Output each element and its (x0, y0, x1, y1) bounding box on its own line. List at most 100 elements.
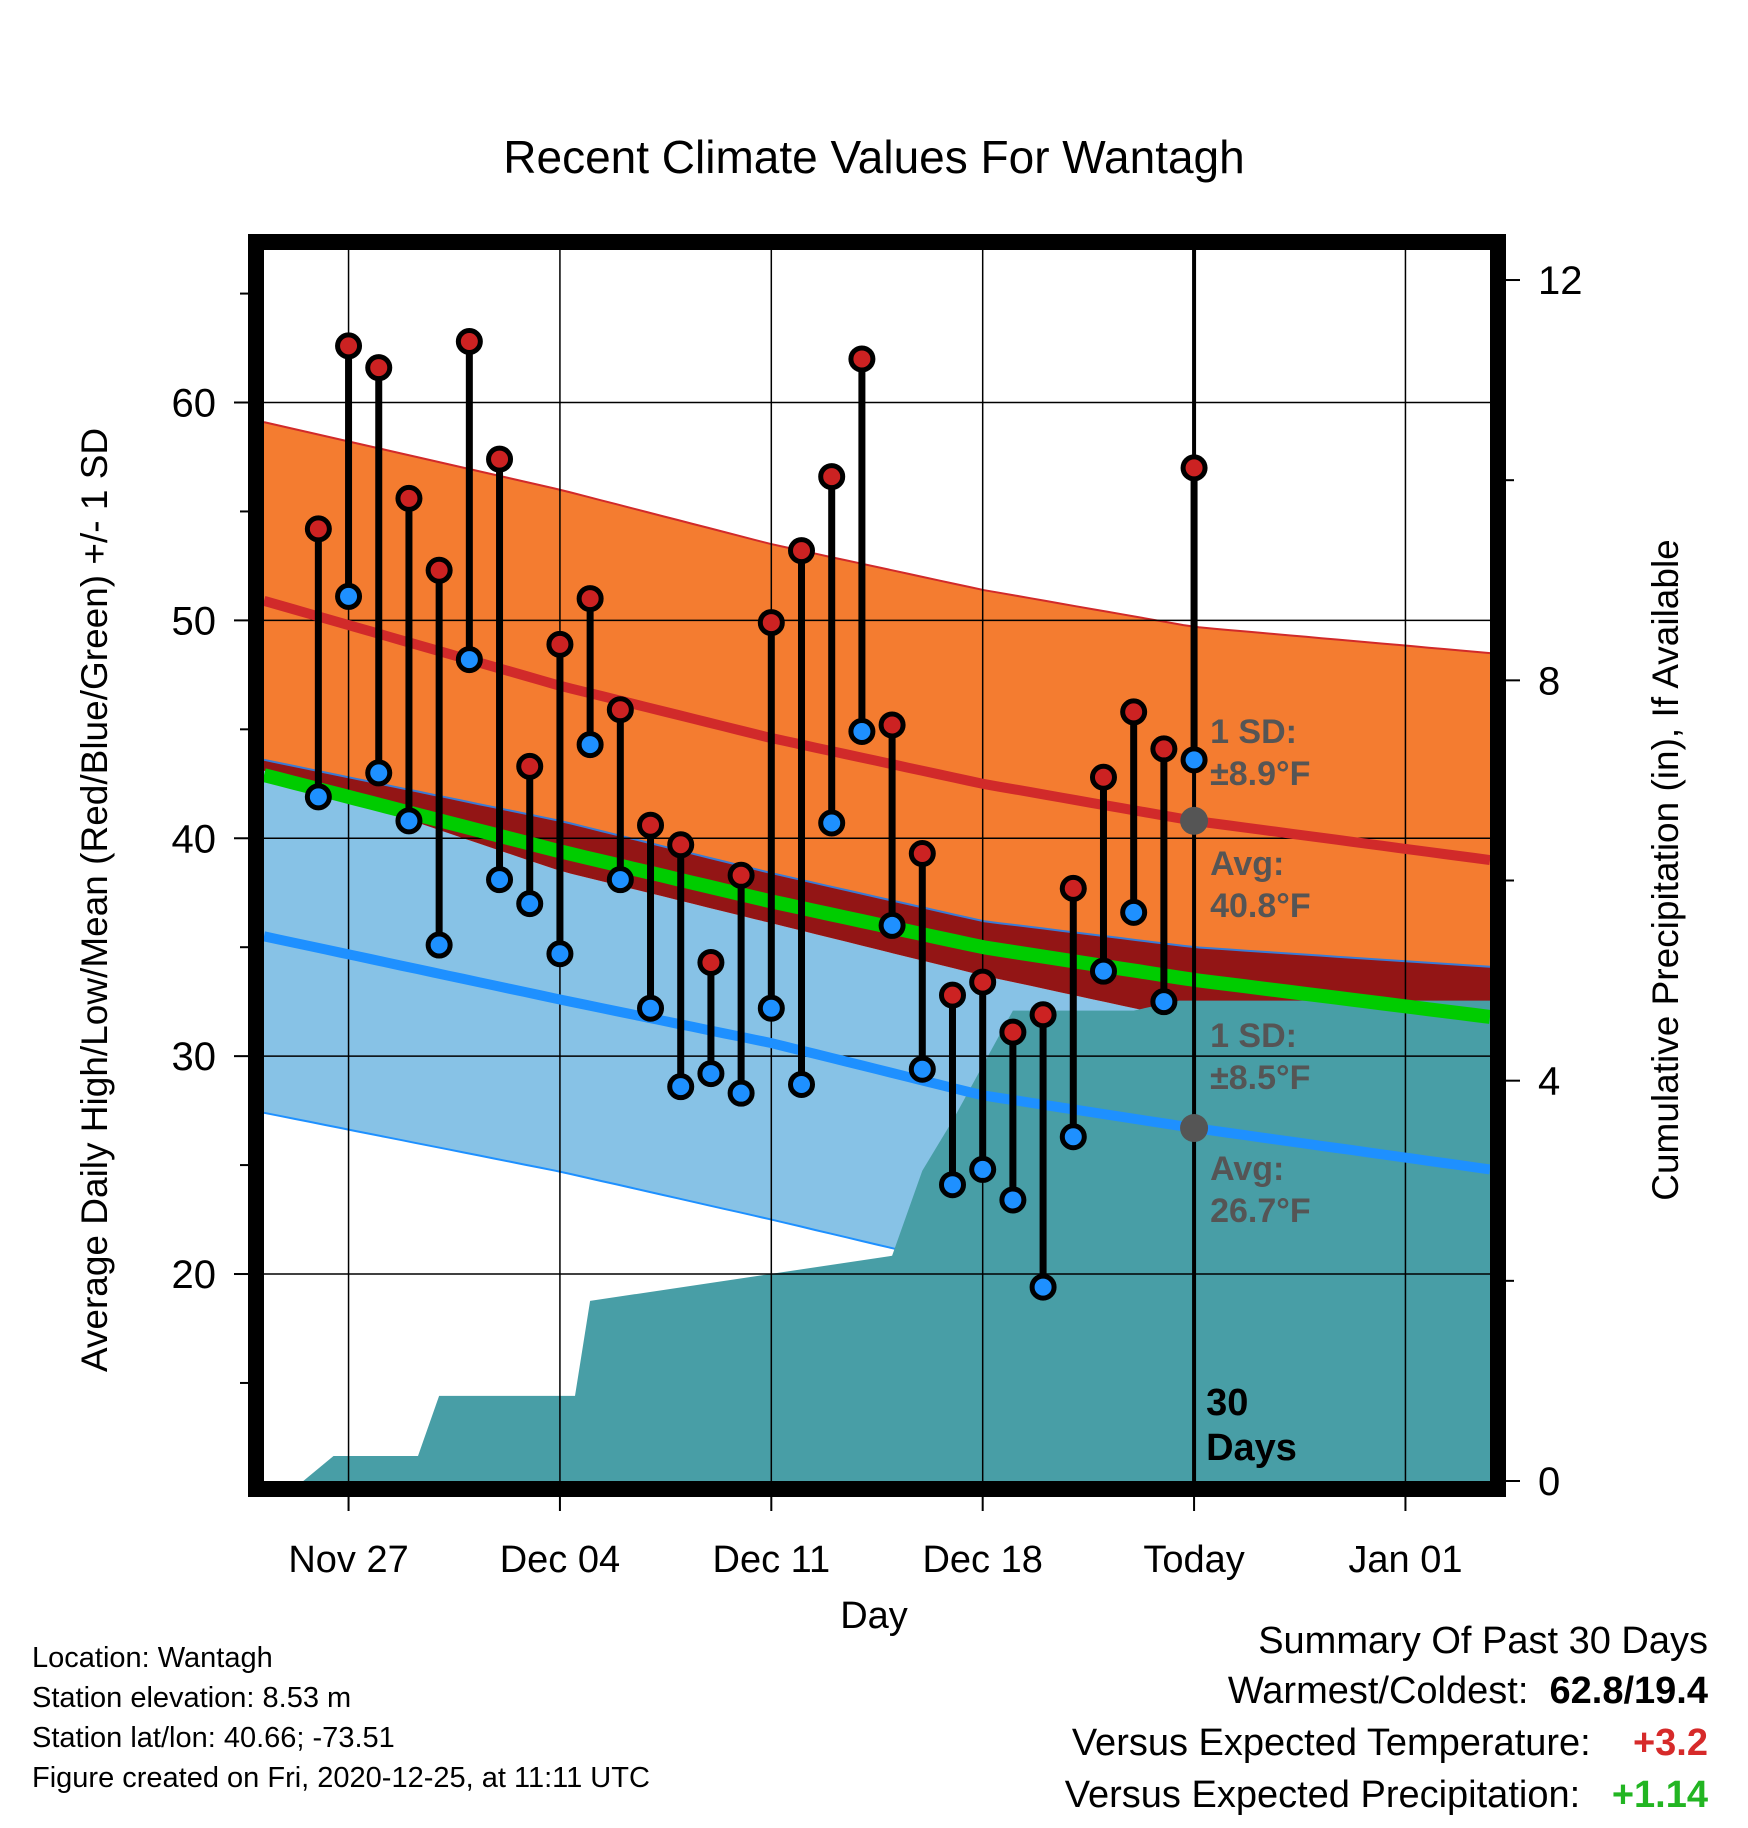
high-point (637, 811, 665, 839)
low-point (757, 994, 785, 1022)
low-point (818, 809, 846, 837)
low-point (1089, 957, 1117, 985)
high-point (969, 968, 997, 996)
y-tick-label: 20 (172, 1253, 217, 1297)
low-point (697, 1060, 725, 1088)
high-point (697, 948, 725, 976)
info-latlon: Station lat/lon: 40.66; -73.51 (32, 1722, 395, 1754)
high-point (546, 630, 574, 658)
high-point (395, 484, 423, 512)
high-point (667, 831, 695, 859)
low-point (727, 1079, 755, 1107)
x-tick-label: Dec 11 (713, 1539, 831, 1581)
high-point (757, 609, 785, 637)
high-point (1150, 735, 1178, 763)
low-point (365, 759, 393, 787)
y-tick-label: 40 (172, 817, 217, 861)
low-point (1150, 988, 1178, 1016)
high-point (1089, 763, 1117, 791)
low-avg-line (262, 931, 1491, 1175)
high-point (425, 556, 453, 584)
high-sd-value: ±8.9°F (1210, 755, 1310, 793)
y-tick-label: 50 (172, 599, 217, 643)
high-point (304, 515, 332, 543)
y2-tick-label: 4 (1538, 1060, 1560, 1104)
today-count-label: 30 (1206, 1382, 1248, 1424)
y-axis-label: Average Daily High/Low/Mean (Red/Blue/Gr… (74, 428, 115, 1372)
plot-area: 1 SD: ±8.9°F Avg: 40.8°F 1 SD: ±8.5°F Avg: 26.7… (172, 234, 1583, 1581)
low-point (788, 1070, 816, 1098)
info-created: Figure created on Fri, 2020-12-25, at 11… (32, 1762, 650, 1794)
high-point (606, 696, 634, 724)
high-point (727, 861, 755, 889)
summary-title: Summary Of Past 30 Days (1258, 1620, 1708, 1662)
high-point (516, 752, 544, 780)
low-point (1029, 1273, 1057, 1301)
low-point (969, 1155, 997, 1183)
summary-precip-label: Versus Expected Precipitation: (1064, 1774, 1581, 1816)
low-point (1180, 746, 1208, 774)
high-point (1120, 698, 1148, 726)
low-point (516, 890, 544, 918)
low-point (938, 1171, 966, 1199)
low-point (908, 1055, 936, 1083)
high-avg-marker (1180, 806, 1209, 835)
low-point (878, 911, 906, 939)
low-sd-value: ±8.5°F (1210, 1059, 1310, 1097)
low-point (637, 994, 665, 1022)
summary-warm-cold-value: 62.8/19.4 (1549, 1670, 1708, 1712)
low-sd-label: 1 SD: (1210, 1017, 1297, 1055)
high-point (788, 537, 816, 565)
summary-warm-cold: Warmest/Coldest: 62.8/19.4 (1228, 1670, 1708, 1713)
high-point (335, 332, 363, 360)
y2-tick-label: 8 (1538, 659, 1560, 703)
low-point (1120, 898, 1148, 926)
plot-frame (248, 234, 1506, 1497)
x-tick-label: Today (1143, 1539, 1244, 1581)
low-avg-label: Avg: (1210, 1150, 1284, 1188)
high-sd-label: 1 SD: (1210, 713, 1297, 751)
x-tick-label: Nov 27 (288, 1539, 408, 1581)
low-avg-marker (1180, 1114, 1209, 1143)
today-days-label: Days (1206, 1427, 1297, 1469)
y2-tick-label: 0 (1538, 1460, 1560, 1504)
high-point (1029, 1001, 1057, 1029)
high-point (878, 711, 906, 739)
high-point (455, 328, 483, 356)
x-tick-label: Jan 01 (1348, 1539, 1462, 1581)
summary-temp-label: Versus Expected Temperature: (1071, 1722, 1591, 1764)
x-tick-label: Dec 18 (922, 1539, 1042, 1581)
low-point (455, 646, 483, 674)
summary-temp: Versus Expected Temperature: +3.2 (1072, 1722, 1708, 1765)
y-tick-label: 30 (172, 1035, 217, 1079)
summary-precip: Versus Expected Precipitation: +1.14 (1065, 1774, 1708, 1817)
high-sd-band (264, 422, 1490, 967)
low-point (848, 718, 876, 746)
high-point (818, 463, 846, 491)
mean-line (262, 768, 1491, 1024)
low-point (576, 731, 604, 759)
high-point (1059, 874, 1087, 902)
summary-temp-value: +3.2 (1632, 1722, 1708, 1764)
low-point (1059, 1123, 1087, 1151)
low-point (606, 866, 634, 894)
info-elevation: Station elevation: 8.53 m (32, 1682, 352, 1714)
low-point (999, 1186, 1027, 1214)
high-avg-value: 40.8°F (1210, 887, 1311, 925)
low-point (546, 940, 574, 968)
low-point (486, 866, 514, 894)
low-avg-value: 26.7°F (1210, 1192, 1311, 1230)
info-location: Location: Wantagh (32, 1642, 273, 1674)
high-point (999, 1018, 1027, 1046)
summary-warm-cold-label: Warmest/Coldest: (1227, 1670, 1529, 1712)
y-tick-label: 60 (172, 382, 217, 426)
low-point (667, 1073, 695, 1101)
high-point (908, 840, 936, 868)
low-point (304, 783, 332, 811)
high-point (576, 585, 604, 613)
chart-title: Recent Climate Values For Wantagh (503, 131, 1244, 183)
low-point (335, 582, 363, 610)
x-tick-label: Dec 04 (500, 1539, 620, 1581)
y2-tick-label: 12 (1538, 259, 1583, 303)
high-lower-edge (263, 758, 1491, 968)
